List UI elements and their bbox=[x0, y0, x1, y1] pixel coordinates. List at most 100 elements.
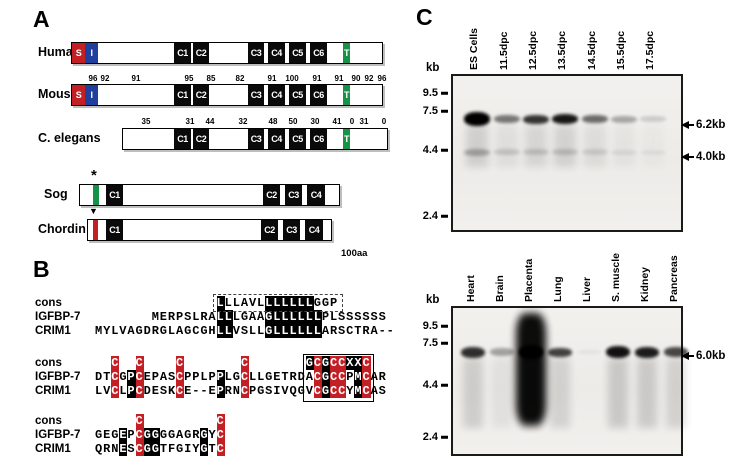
blot-band bbox=[582, 149, 608, 155]
residue-plain: T bbox=[208, 442, 217, 456]
residue-plain: S bbox=[127, 442, 136, 456]
blot-band bbox=[523, 114, 549, 124]
identity-percent: 0 bbox=[349, 117, 355, 126]
blot-band bbox=[640, 116, 666, 122]
size-marker-2-4-adult: 2.4 bbox=[422, 431, 438, 443]
residue-plain: AR bbox=[370, 370, 387, 384]
blot-lane-streak bbox=[666, 358, 686, 428]
blot-band bbox=[523, 149, 549, 155]
cys-motif-box bbox=[303, 354, 374, 402]
residue-plain: MERPSLRA bbox=[95, 310, 217, 324]
left-arrow-shaft bbox=[689, 155, 694, 159]
domain-c4-mouse: C4 bbox=[268, 85, 285, 105]
size-marker-7-5-embryo: 7.5 bbox=[422, 105, 438, 117]
residue-conserved-cys: C bbox=[111, 356, 120, 370]
size-marker-9-5-embryo: 9.5 bbox=[422, 87, 438, 99]
residue-conserved-cys: C bbox=[216, 414, 225, 428]
domain-spacer bbox=[99, 185, 106, 205]
lane-label-s-muscle-adult: S. muscle bbox=[610, 252, 622, 302]
residue-highlight: LLLLLL bbox=[265, 296, 314, 310]
domain-c5-human: C5 bbox=[289, 43, 306, 63]
blot-band bbox=[552, 149, 578, 155]
sequence-cons-b1: C C C C GCGCCXXC bbox=[95, 356, 371, 370]
identity-percent: 95 bbox=[184, 74, 194, 83]
blot-lane-streak bbox=[642, 125, 664, 167]
residue-conserved-cys: C bbox=[176, 356, 185, 370]
residue-conserved-cys: C bbox=[135, 414, 144, 428]
blot-band bbox=[611, 115, 637, 123]
domain-c3-human: C3 bbox=[248, 43, 264, 63]
seq-label-igfbp-7-b2: IGFBP-7 bbox=[35, 429, 81, 441]
panel-a-label: A bbox=[33, 6, 50, 32]
blot-band bbox=[461, 346, 485, 358]
domain-spacer bbox=[327, 85, 343, 105]
domain-c2-mouse: C2 bbox=[193, 85, 209, 105]
residue-plain: EPAS bbox=[143, 370, 177, 384]
residue-plain: ARSCTRA-- bbox=[321, 324, 395, 338]
domain-c3-chordin: C3 bbox=[283, 220, 300, 240]
residue-conserved-cys: C bbox=[176, 370, 185, 384]
residue-conserved-cys: C bbox=[338, 370, 347, 384]
size-marker-9-5-adult: 9.5 bbox=[422, 320, 438, 332]
identity-percent: 0 bbox=[381, 117, 387, 126]
blot-smear-placenta bbox=[516, 313, 546, 425]
residue-conserved-cys: C bbox=[216, 442, 225, 456]
lane-label-kidney-adult: Kidney bbox=[639, 266, 651, 302]
blot-band bbox=[635, 346, 659, 358]
domain-spacer bbox=[350, 129, 387, 149]
blot-band bbox=[640, 149, 666, 155]
residue-conserved-cys: C bbox=[135, 428, 144, 442]
transcript-arrow-4-0kb: 4.0kb bbox=[681, 151, 725, 163]
domain-spacer bbox=[80, 185, 93, 205]
residue-plain: E--E bbox=[184, 384, 217, 398]
domain-c4-human: C4 bbox=[268, 43, 285, 63]
residue-plain: DESK bbox=[143, 384, 177, 398]
left-arrow-shaft bbox=[689, 354, 694, 358]
residue-plain bbox=[144, 414, 217, 428]
residue-plain bbox=[119, 356, 135, 370]
identity-percent: 32 bbox=[238, 117, 248, 126]
domain-spacer bbox=[93, 220, 98, 240]
size-marker-tick bbox=[441, 214, 448, 218]
residue-plain: VSLL bbox=[232, 324, 266, 338]
residue-highlight: M bbox=[354, 370, 363, 384]
residue-highlight: L bbox=[216, 296, 225, 310]
blot-band bbox=[664, 347, 688, 357]
row-label-sog: Sog bbox=[44, 187, 68, 201]
blot-lane-streak bbox=[550, 358, 570, 428]
domain-c3-c-elegans: C3 bbox=[248, 129, 264, 149]
residue-highlight: P bbox=[216, 384, 225, 398]
domain-c2-chordin: C2 bbox=[261, 220, 278, 240]
residue-plain: PPLP bbox=[184, 370, 217, 384]
residue-plain: LG bbox=[224, 370, 241, 384]
sequence-crim1-b0: MYLVAGDRGLAGCGHLLVSLLGLLLLLLARSCTRA-- bbox=[95, 324, 395, 338]
domain-spacer bbox=[327, 43, 343, 63]
residue-plain: P bbox=[127, 428, 136, 442]
identity-percent: 85 bbox=[206, 74, 216, 83]
domain-spacer bbox=[325, 185, 339, 205]
domain-spacer bbox=[350, 43, 382, 63]
lane-label-es-cells-embryo: ES Cells bbox=[468, 27, 480, 70]
residue-plain: LV bbox=[95, 384, 112, 398]
residue-conserved-cys: C bbox=[330, 356, 339, 370]
residue-highlight: G bbox=[200, 442, 209, 456]
residue-plain bbox=[95, 296, 217, 310]
domain-spacer bbox=[350, 85, 382, 105]
residue-plain bbox=[249, 356, 306, 370]
residue-conserved-cys: C bbox=[111, 370, 120, 384]
size-marker-2-4-embryo: 2.4 bbox=[422, 210, 438, 222]
residue-conserved-cys: C bbox=[240, 356, 249, 370]
residue-highlight: P bbox=[127, 370, 136, 384]
signal-peptide-box bbox=[213, 294, 343, 312]
blot-lane-streak bbox=[608, 358, 628, 428]
domain-c5-c-elegans: C5 bbox=[289, 129, 306, 149]
seq-label-igfbp-7-b0: IGFBP-7 bbox=[35, 311, 81, 323]
transcript-size-label: 6.0kb bbox=[696, 350, 726, 362]
kb-unit-label-adult: kb bbox=[426, 294, 440, 306]
residue-conserved-cys: C bbox=[216, 428, 225, 442]
panel-b-label: B bbox=[33, 256, 50, 282]
blot-band bbox=[577, 350, 601, 354]
row-label-human: Human bbox=[38, 45, 81, 59]
size-marker-tick bbox=[441, 435, 448, 439]
identity-percent: 41 bbox=[332, 117, 342, 126]
